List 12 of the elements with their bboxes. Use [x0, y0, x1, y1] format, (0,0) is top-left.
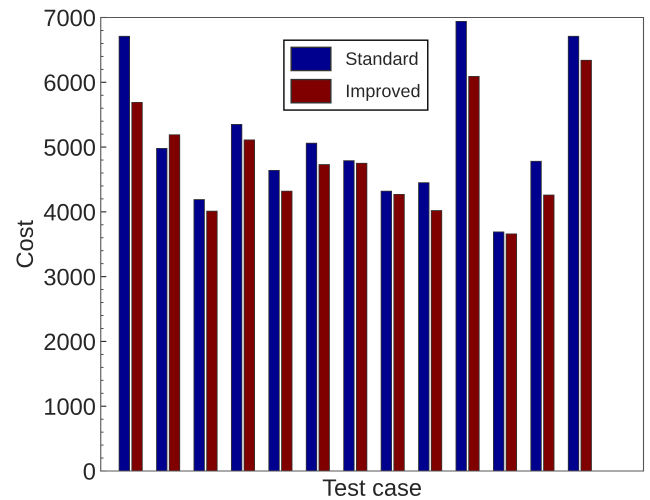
- legend-label: Standard: [346, 52, 418, 66]
- y-tick-label: 4000: [44, 204, 95, 221]
- y-tick-label: 0: [84, 463, 95, 480]
- y-tick-label: 6000: [44, 74, 95, 92]
- y-tick-label: 5000: [44, 139, 95, 156]
- y-axis-title: Cost: [16, 220, 34, 268]
- x-axis-title: Test case: [322, 480, 421, 496]
- y-tick-label: 7000: [44, 10, 95, 26]
- y-tick-label: 2000: [44, 333, 95, 350]
- y-tick-label: 3000: [44, 268, 95, 286]
- y-tick-label: 1000: [45, 398, 95, 415]
- legend-label: Improved: [346, 84, 420, 101]
